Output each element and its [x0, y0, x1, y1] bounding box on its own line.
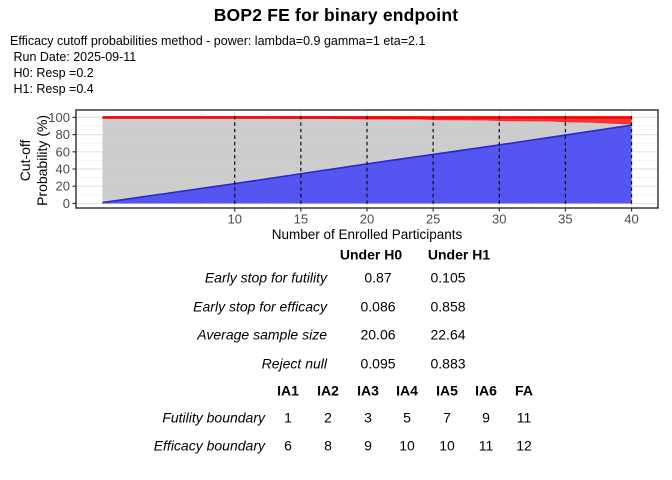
parameters-block: Efficacy cutoff probabilities method - p… — [10, 33, 425, 97]
chart-canvas: 10 15 20 25 30 35 40 0 20 40 60 80 100 Number of Enro… — [17, 109, 659, 242]
y-tick-label: 80 — [56, 127, 70, 142]
hypothesis-value-h0: 0.086 — [360, 298, 396, 315]
hypothesis-value-h0: 20.06 — [360, 326, 396, 343]
boundary-value: 2 — [324, 409, 332, 425]
x-tick-label: 20 — [360, 212, 374, 227]
boundary-row-label: Futility boundary — [162, 409, 265, 425]
x-axis-title: Number of Enrolled Participants — [272, 227, 463, 242]
y-axis-title: Probability (%) — [34, 115, 50, 206]
hypothesis-col-header: Under H0 — [339, 246, 403, 262]
hypothesis-value-h1: 0.858 — [430, 298, 466, 315]
x-tick-label: 35 — [558, 212, 572, 227]
parameter-line: H1: Resp =0.4 — [10, 82, 94, 96]
y-tick-label: 0 — [63, 196, 70, 211]
hypothesis-row-label: Early stop for futility — [204, 269, 327, 286]
y-tick-label: 60 — [56, 144, 70, 159]
analysis-col-header: IA3 — [357, 382, 379, 398]
analysis-col-header: IA5 — [436, 382, 458, 398]
analysis-col-header: IA6 — [475, 382, 497, 398]
boundary-value: 8 — [324, 437, 332, 454]
hypothesis-value-h1: 0.105 — [430, 269, 466, 286]
x-tick-label: 30 — [492, 212, 506, 227]
boundary-value: 10 — [399, 437, 415, 454]
x-tick-label: 10 — [227, 212, 241, 227]
hypothesis-row-label: Reject null — [261, 355, 327, 372]
analysis-col-header: IA1 — [277, 382, 299, 398]
y-tick-label: 20 — [56, 179, 70, 194]
analysis-col-header: IA4 — [396, 382, 418, 398]
hypothesis-col-header: Under H1 — [427, 246, 491, 262]
analysis-col-header: IA2 — [317, 382, 339, 398]
parameter-line: Efficacy cutoff probabilities method - p… — [10, 34, 426, 48]
boundary-value: 6 — [284, 437, 292, 454]
boundary-row-label: Efficacy boundary — [153, 437, 265, 454]
parameter-line: H0: Resp =0.2 — [10, 66, 94, 80]
hypothesis-row-label: Early stop for efficacy — [193, 298, 327, 315]
x-tick-label: 25 — [426, 212, 440, 227]
x-tick-label: 15 — [294, 212, 308, 227]
boundary-value: 1 — [284, 409, 292, 425]
parameter-line: Run Date: 2025-09-11 — [10, 50, 137, 64]
cutoff-probability-chart: 10 15 20 25 30 35 40 0 20 40 60 80 100 Number of Enro… — [0, 98, 672, 248]
boundary-value: 10 — [439, 437, 455, 454]
analysis-col-header: FA — [515, 382, 533, 398]
hypothesis-value-h1: 0.883 — [430, 355, 466, 372]
boundary-value: 9 — [482, 409, 490, 425]
hypothesis-value-h1: 22.64 — [430, 326, 466, 343]
hypothesis-row-label: Average sample size — [197, 326, 327, 343]
page-title: BOP2 FE for binary endpoint — [213, 5, 459, 25]
hypothesis-value-h0: 0.87 — [364, 269, 392, 286]
y-tick-label: 40 — [56, 162, 70, 177]
hypothesis-value-h0: 0.095 — [360, 355, 396, 372]
boundary-value: 11 — [478, 437, 494, 454]
y-tick-label: 100 — [48, 110, 70, 125]
boundary-value: 12 — [516, 437, 532, 454]
boundary-value: 9 — [364, 437, 372, 454]
boundary-value: 3 — [364, 409, 372, 425]
x-tick-label: 40 — [624, 212, 638, 227]
y-axis-title: Cut-off — [17, 139, 33, 181]
boundary-value: 11 — [516, 409, 532, 425]
boundary-value: 7 — [443, 409, 451, 425]
boundary-value: 5 — [403, 409, 411, 425]
